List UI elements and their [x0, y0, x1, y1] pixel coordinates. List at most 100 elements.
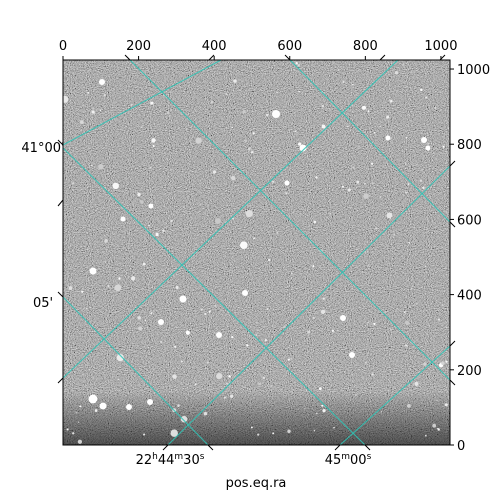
star	[250, 426, 253, 429]
star	[195, 243, 198, 245]
star	[212, 170, 217, 174]
star	[364, 361, 367, 364]
star	[390, 100, 393, 103]
bright-star	[179, 295, 187, 303]
star	[137, 192, 141, 197]
star	[200, 308, 203, 311]
coordinate-grid	[63, 60, 450, 445]
star	[445, 360, 448, 363]
star	[250, 151, 254, 154]
star	[255, 322, 258, 324]
star	[78, 421, 80, 423]
star	[427, 142, 430, 145]
star	[276, 231, 279, 234]
right-tick-label: 0	[457, 439, 465, 454]
star	[395, 310, 398, 312]
star	[66, 428, 69, 431]
star	[214, 304, 217, 307]
star	[107, 284, 110, 288]
star	[411, 285, 414, 287]
star	[204, 312, 207, 316]
star	[291, 272, 293, 275]
bright-star	[349, 352, 355, 358]
star	[72, 432, 75, 435]
star	[407, 183, 410, 186]
star	[294, 130, 297, 133]
star	[291, 390, 293, 392]
star	[75, 412, 78, 414]
star	[329, 213, 332, 215]
star	[77, 439, 83, 444]
star	[239, 241, 248, 250]
star	[437, 427, 439, 430]
star	[272, 180, 275, 183]
star	[225, 93, 228, 96]
star	[149, 166, 152, 169]
ra-tick-label-1: 22h44m30s	[136, 452, 205, 468]
star	[422, 186, 425, 190]
star	[415, 302, 418, 305]
star	[144, 319, 147, 322]
star	[312, 265, 315, 268]
star	[315, 176, 318, 179]
bright-star	[99, 79, 105, 85]
star	[168, 114, 171, 117]
star	[297, 64, 300, 67]
star	[103, 94, 106, 97]
star	[367, 110, 370, 113]
star	[342, 80, 345, 84]
star	[316, 412, 318, 415]
star	[379, 195, 382, 198]
star	[341, 185, 344, 188]
star	[405, 344, 408, 347]
star	[259, 360, 262, 362]
world-tick-mark	[208, 54, 215, 61]
star	[104, 261, 107, 263]
right-tick-label: 600	[457, 213, 482, 228]
star	[99, 109, 102, 112]
star	[233, 79, 237, 83]
star	[253, 237, 256, 240]
star	[386, 115, 390, 119]
star	[298, 142, 302, 146]
star	[356, 180, 360, 184]
star	[276, 91, 278, 94]
right-tick-label: 200	[457, 364, 482, 379]
star	[290, 358, 293, 360]
star	[432, 423, 437, 428]
top-tick-label: 0	[59, 39, 67, 54]
star	[354, 394, 357, 397]
bright-star	[216, 332, 222, 338]
star	[210, 101, 213, 103]
star	[142, 262, 146, 266]
star	[208, 310, 211, 313]
world-coordinate-ticks	[57, 54, 456, 451]
star	[416, 164, 418, 166]
star	[402, 63, 405, 66]
star	[155, 232, 159, 237]
grid-line	[339, 345, 450, 445]
star	[244, 139, 248, 143]
star	[223, 396, 227, 399]
bright-star	[284, 180, 290, 186]
star	[159, 340, 163, 344]
star	[231, 335, 234, 339]
star	[441, 361, 445, 366]
star	[118, 277, 121, 280]
star	[320, 309, 326, 314]
star	[206, 236, 208, 238]
star	[393, 233, 396, 236]
star	[150, 101, 154, 105]
star	[98, 163, 104, 170]
star	[185, 330, 190, 335]
world-tick-mark	[449, 379, 456, 386]
world-tick-mark	[449, 160, 456, 167]
star	[112, 182, 119, 190]
star	[347, 125, 349, 127]
ra-tick-label-2: 45m00s	[325, 452, 372, 468]
star	[104, 239, 108, 243]
star	[404, 163, 407, 165]
star	[74, 265, 77, 267]
star	[137, 316, 141, 320]
star	[148, 224, 150, 227]
